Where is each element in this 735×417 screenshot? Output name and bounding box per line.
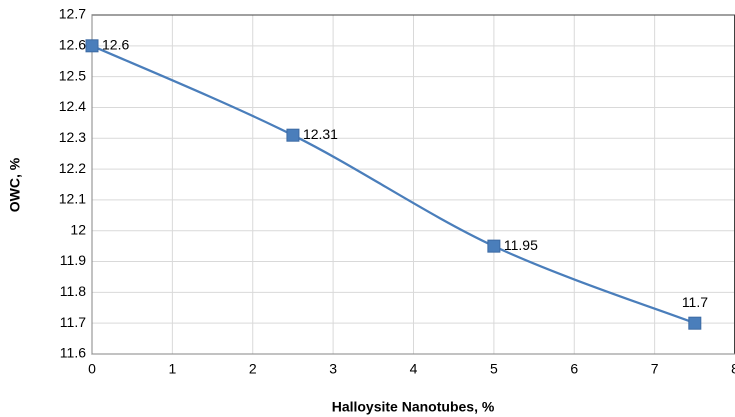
x-tick-label: 2 bbox=[249, 361, 257, 377]
y-axis-title: OWC, % bbox=[7, 157, 23, 212]
marker bbox=[688, 316, 702, 330]
y-tick-label: 12.6 bbox=[59, 37, 86, 53]
x-axis-title: Halloysite Nanotubes, % bbox=[332, 399, 495, 415]
x-tick-label: 8 bbox=[731, 361, 735, 377]
data-label: 12.6 bbox=[102, 37, 129, 53]
y-tick-label: 12.2 bbox=[59, 160, 86, 176]
x-tick-label: 4 bbox=[410, 361, 418, 377]
x-tick-label: 7 bbox=[651, 361, 659, 377]
y-tick-label: 12.5 bbox=[59, 67, 86, 83]
x-tick-label: 5 bbox=[490, 361, 498, 377]
y-tick-label: 11.9 bbox=[60, 252, 86, 268]
y-tick-label: 12.7 bbox=[59, 6, 86, 22]
marker bbox=[286, 128, 300, 142]
x-tick-label: 3 bbox=[329, 361, 337, 377]
marker bbox=[85, 39, 99, 53]
y-tick-label: 12.3 bbox=[59, 129, 86, 145]
y-tick-label: 12.4 bbox=[59, 98, 86, 114]
data-label: 11.7 bbox=[682, 294, 708, 310]
y-tick-label: 11.8 bbox=[60, 283, 86, 299]
data-label: 12.31 bbox=[303, 126, 338, 142]
x-tick-label: 1 bbox=[168, 361, 176, 377]
y-tick-label: 12.1 bbox=[59, 191, 86, 207]
data-label: 11.95 bbox=[504, 237, 538, 253]
x-tick-label: 6 bbox=[570, 361, 578, 377]
line-series bbox=[91, 44, 696, 325]
marker bbox=[487, 239, 501, 253]
y-tick-label: 12 bbox=[70, 221, 86, 237]
y-tick-label: 11.7 bbox=[60, 314, 86, 330]
y-tick-label: 11.6 bbox=[60, 345, 86, 361]
x-tick-label: 0 bbox=[88, 361, 96, 377]
